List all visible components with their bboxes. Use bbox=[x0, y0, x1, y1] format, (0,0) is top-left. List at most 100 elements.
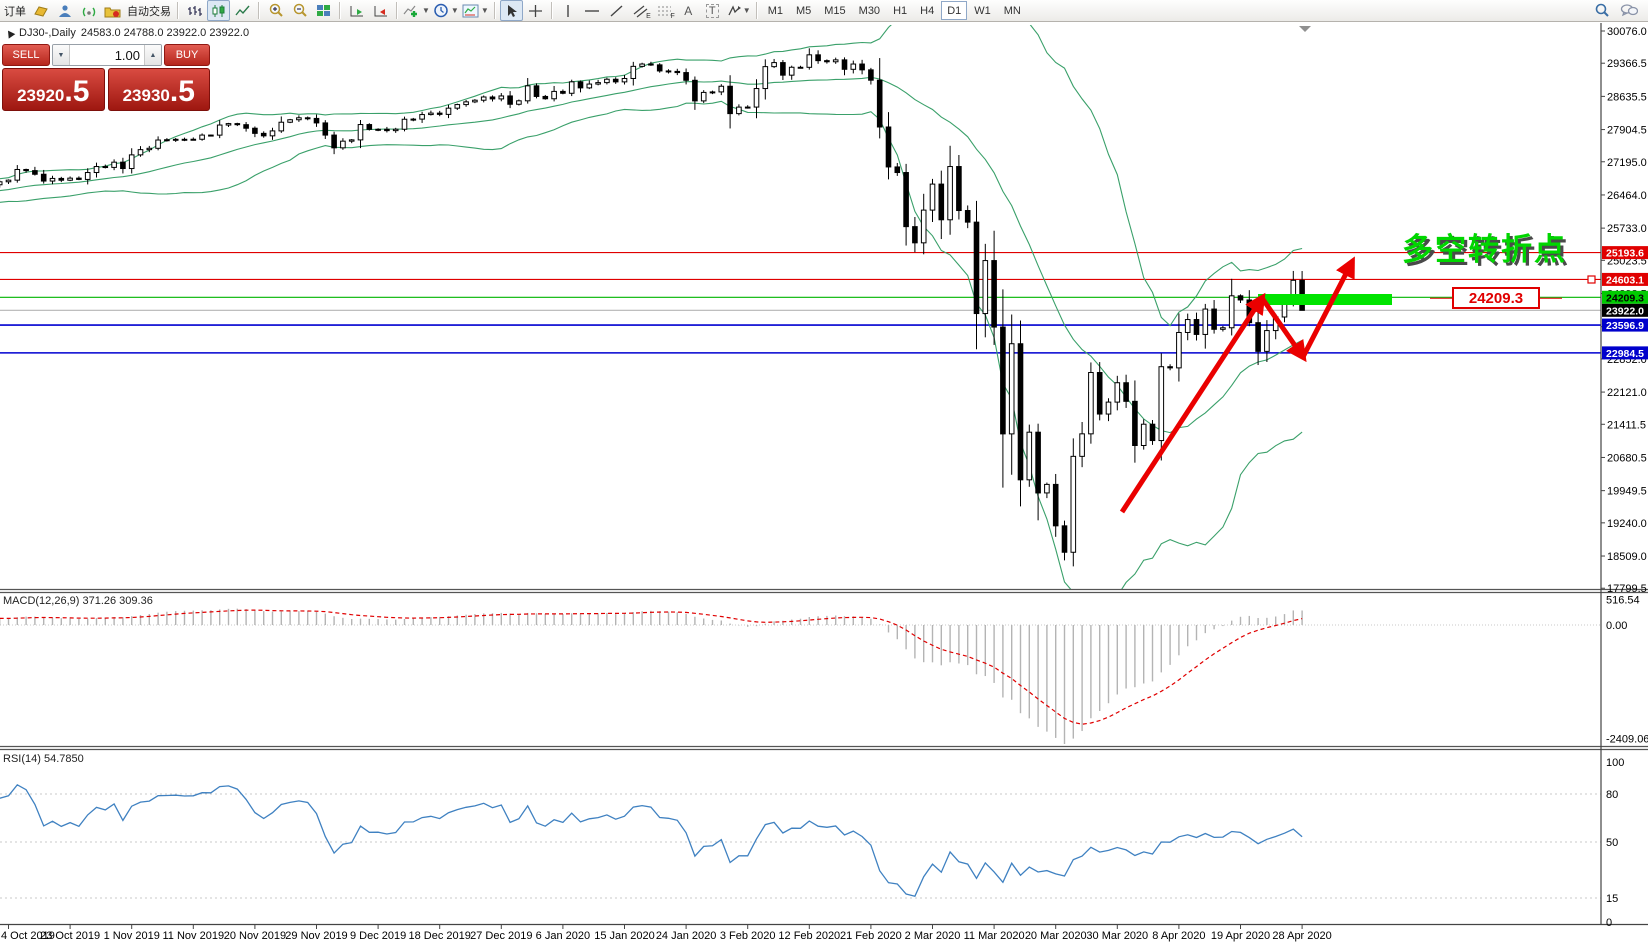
zoom-in-button[interactable] bbox=[264, 0, 287, 21]
timeframe-mn-button[interactable]: MN bbox=[1003, 4, 1021, 17]
buy-price-main: 23930 bbox=[122, 86, 170, 105]
chat-button[interactable] bbox=[1617, 0, 1640, 21]
volume-increase-button[interactable]: ▲ bbox=[144, 45, 161, 65]
toolbar-separator bbox=[339, 2, 341, 19]
timeframe-w1-button[interactable]: W1 bbox=[974, 4, 991, 17]
svg-text:26464.0: 26464.0 bbox=[1607, 190, 1647, 202]
svg-text:27195.0: 27195.0 bbox=[1607, 157, 1647, 169]
candle-chart-button[interactable] bbox=[207, 0, 230, 21]
turning-point-annotation[interactable]: 多空转折点 bbox=[1402, 232, 1567, 267]
pane-dividers bbox=[0, 23, 1648, 926]
tile-windows-icon bbox=[317, 4, 330, 16]
fibonacci-tool-button[interactable]: F bbox=[653, 0, 676, 21]
periods-button[interactable]: ▼ bbox=[432, 0, 460, 21]
channel-tool-button[interactable]: E bbox=[629, 0, 652, 21]
rsi-pane bbox=[0, 783, 1601, 899]
indicators-button[interactable]: ▼ bbox=[402, 0, 431, 21]
bar-chart-button[interactable] bbox=[183, 0, 206, 21]
vertical-line-tool-button[interactable] bbox=[557, 0, 580, 21]
line-chart-button[interactable] bbox=[231, 0, 254, 21]
template-icon bbox=[462, 4, 479, 17]
svg-text:20 Nov 2019: 20 Nov 2019 bbox=[224, 930, 286, 942]
text-tool-button[interactable]: A bbox=[677, 0, 700, 21]
svg-text:28 Apr 2020: 28 Apr 2020 bbox=[1272, 930, 1331, 942]
svg-text:1 Nov 2019: 1 Nov 2019 bbox=[104, 930, 160, 942]
line-chart-icon bbox=[235, 5, 250, 15]
search-button[interactable] bbox=[1590, 0, 1613, 21]
auto-scroll-icon bbox=[350, 5, 363, 16]
timeframe-m1-button[interactable]: M1 bbox=[767, 4, 783, 17]
macd-indicator-label: MACD(12,26,9) 371.26 309.36 bbox=[3, 595, 153, 607]
volume-stepper: ▼ 1.00 ▲ bbox=[52, 44, 162, 66]
rsi-indicator-label: RSI(14) 54.7850 bbox=[3, 753, 84, 765]
svg-text:9 Dec 2019: 9 Dec 2019 bbox=[350, 930, 406, 942]
new-order-button[interactable] bbox=[29, 0, 52, 21]
svg-text:3 Feb 2020: 3 Feb 2020 bbox=[720, 930, 776, 942]
price-level-callout[interactable]: 24209.3 bbox=[1452, 287, 1540, 309]
timeframe-d1-button[interactable]: D1 bbox=[941, 1, 968, 20]
volume-input[interactable]: 1.00 bbox=[114, 47, 140, 63]
svg-text:8 Apr 2020: 8 Apr 2020 bbox=[1152, 930, 1205, 942]
autotrade-button[interactable] bbox=[101, 0, 124, 21]
search-icon bbox=[1595, 3, 1609, 17]
toolbar-separator bbox=[258, 2, 260, 19]
trendline-tool-button[interactable] bbox=[605, 0, 628, 21]
horizontal-line-tool-button[interactable] bbox=[581, 0, 604, 21]
zoom-out-button[interactable] bbox=[288, 0, 311, 21]
buy-price-button[interactable]: 23930 .5 bbox=[107, 68, 210, 111]
svg-text:0.00: 0.00 bbox=[1606, 620, 1627, 632]
text-label-icon: T bbox=[705, 3, 719, 18]
cursor-icon bbox=[507, 4, 517, 17]
chevron-down-icon[interactable]: ▼ bbox=[450, 6, 459, 15]
svg-text:22121.0: 22121.0 bbox=[1607, 387, 1647, 399]
svg-text:50: 50 bbox=[1606, 837, 1618, 849]
sell-price-button[interactable]: 23920 .5 bbox=[2, 68, 105, 111]
tile-windows-button[interactable] bbox=[312, 0, 335, 21]
timeframe-m30-button[interactable]: M30 bbox=[858, 4, 881, 17]
svg-text:6 Jan 2020: 6 Jan 2020 bbox=[536, 930, 590, 942]
svg-text:0: 0 bbox=[1606, 917, 1612, 929]
sell-button[interactable]: SELL bbox=[2, 44, 50, 66]
macd-pane bbox=[0, 608, 1601, 744]
channel-sub-label: E bbox=[646, 13, 651, 20]
cursor-tool-button[interactable] bbox=[499, 0, 523, 21]
svg-text:17799.5: 17799.5 bbox=[1607, 583, 1647, 595]
svg-text:-2409.06: -2409.06 bbox=[1606, 734, 1648, 746]
volume-decrease-button[interactable]: ▼ bbox=[53, 45, 70, 65]
svg-text:27904.5: 27904.5 bbox=[1607, 125, 1647, 137]
timeframe-m15-button[interactable]: M15 bbox=[824, 4, 846, 17]
chat-bubbles-icon bbox=[1620, 4, 1638, 17]
signal-button[interactable] bbox=[77, 0, 100, 21]
new-order-icon bbox=[33, 5, 48, 17]
svg-text:11 Nov 2019: 11 Nov 2019 bbox=[163, 930, 225, 942]
timeframe-m5-button[interactable]: M5 bbox=[795, 4, 812, 17]
svg-text:28635.5: 28635.5 bbox=[1607, 91, 1647, 103]
auto-scroll-button[interactable] bbox=[345, 0, 368, 21]
chevron-down-icon[interactable]: ▼ bbox=[422, 6, 430, 15]
svg-text:21411.5: 21411.5 bbox=[1607, 419, 1646, 431]
sell-price-main: 23920 bbox=[17, 86, 65, 105]
templates-button[interactable]: ▼ bbox=[461, 0, 490, 21]
arrows-tool-button[interactable]: ▼ bbox=[725, 0, 752, 21]
svg-text:19240.0: 19240.0 bbox=[1607, 518, 1647, 530]
zoom-in-icon bbox=[269, 3, 283, 17]
chevron-down-icon[interactable]: ▼ bbox=[480, 6, 489, 15]
symbol-marker-icon bbox=[4, 27, 16, 39]
autotrade-label[interactable]: 自动交易 bbox=[127, 5, 171, 18]
buy-price-frac: .5 bbox=[169, 75, 195, 108]
new-order-label[interactable]: 订单 bbox=[4, 5, 26, 18]
svg-text:25193.6: 25193.6 bbox=[1606, 248, 1644, 260]
crosshair-tool-button[interactable] bbox=[524, 0, 547, 21]
clock-icon bbox=[434, 3, 448, 18]
candles bbox=[0, 48, 1305, 567]
timeframe-h1-button[interactable]: H1 bbox=[893, 4, 908, 17]
text-label-tool-button[interactable]: T bbox=[701, 0, 724, 21]
profile-button[interactable] bbox=[53, 0, 76, 21]
chart-shift-button[interactable] bbox=[369, 0, 392, 21]
timeframe-h4-button[interactable]: H4 bbox=[920, 4, 935, 17]
chevron-down-icon[interactable]: ▼ bbox=[742, 6, 751, 15]
chart-shift-icon bbox=[374, 5, 387, 16]
buy-button[interactable]: BUY bbox=[164, 44, 210, 66]
